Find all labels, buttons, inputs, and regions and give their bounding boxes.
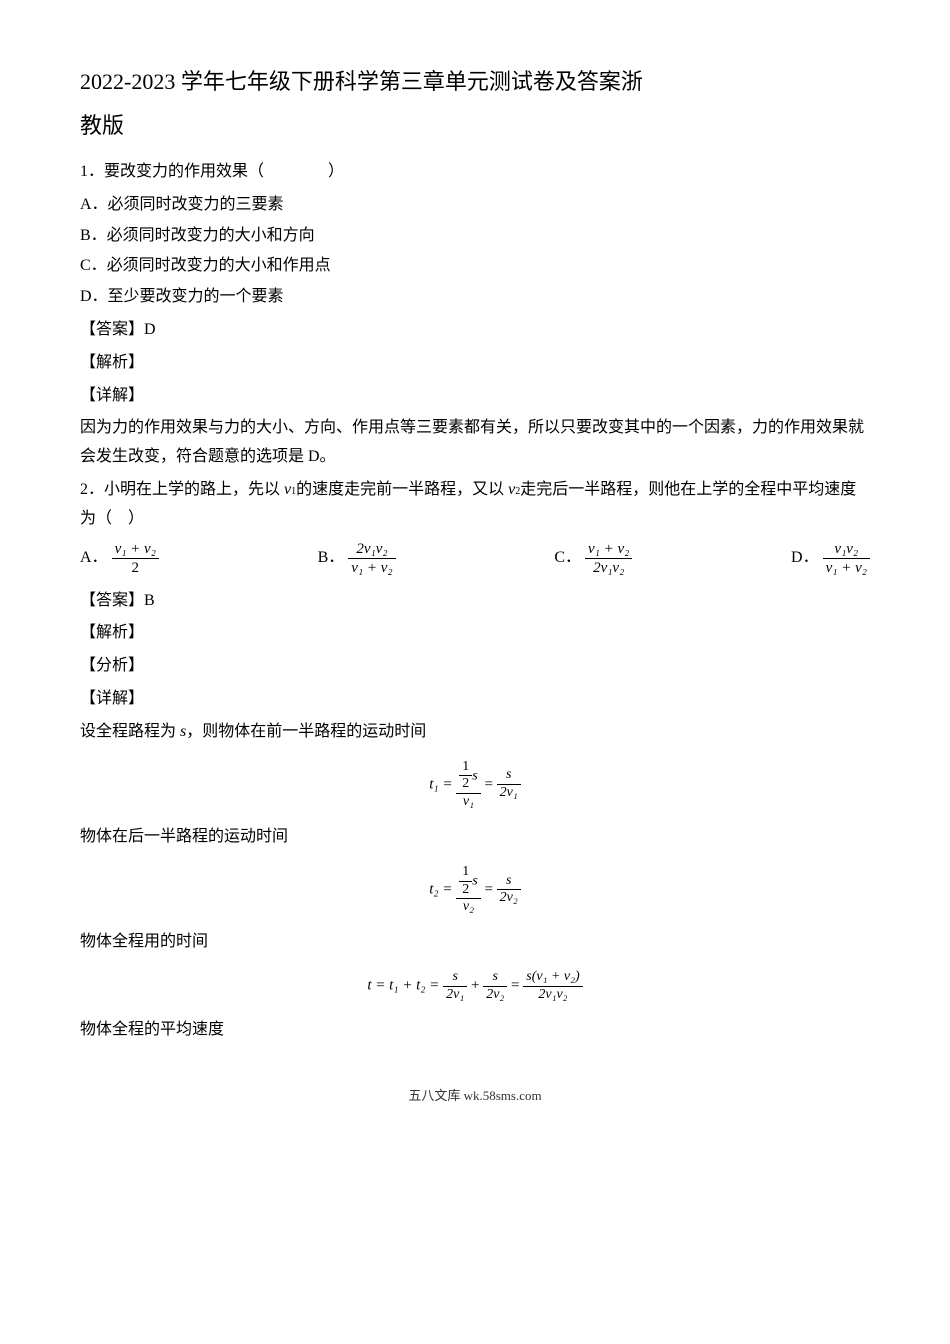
title-line-1: 2022-2023 学年七年级下册科学第三章单元测试卷及答案浙 bbox=[80, 69, 643, 94]
f3-frac3: s(v₁ + v₂) 2v₁v₂ bbox=[523, 969, 582, 1004]
q2-exp1-prefix: 设全程路程为 bbox=[80, 723, 180, 740]
q2-detail-label: 【详解】 bbox=[80, 685, 870, 714]
f2-frac1-num: 1 2 s bbox=[456, 864, 480, 900]
document-title: 2022-2023 学年七年级下册科学第三章单元测试卷及答案浙 教版 bbox=[80, 60, 870, 148]
f1-frac1-den: v₁ bbox=[456, 794, 480, 811]
q2-exp1-suffix: ，则物体在前一半路程的运动时间 bbox=[186, 723, 426, 740]
q1-option-b: B．必须同时改变力的大小和方向 bbox=[80, 222, 870, 251]
f1-frac1-num: 1 2 s bbox=[456, 759, 480, 795]
f1-frac2-den: 2v₁ bbox=[497, 785, 521, 802]
q2-option-d: D． v₁v₂ v₁ + v₂ bbox=[791, 540, 870, 577]
q2-option-b: B． 2v₁v₂ v₁ + v₂ bbox=[318, 540, 396, 577]
f1-frac2: s 2v₁ bbox=[497, 767, 521, 802]
q2-optA-label: A． bbox=[80, 544, 108, 573]
q2-optC-num: v₁ + v₂ bbox=[585, 540, 632, 559]
q2-optB-den: v₁ + v₂ bbox=[348, 559, 395, 577]
f2-frac1-den: v₂ bbox=[456, 899, 480, 916]
f3-frac1-num: s bbox=[443, 969, 467, 987]
f3-plus: + bbox=[471, 978, 479, 994]
q2-formula3: t = t₁ + t₂ = s 2v₁ + s 2v₂ = s(v₁ + v₂)… bbox=[80, 969, 870, 1004]
f3-eq: = bbox=[511, 978, 519, 994]
q2-answer: 【答案】B bbox=[80, 587, 870, 616]
f3-frac2: s 2v₂ bbox=[483, 969, 507, 1004]
f2-frac2-den: 2v₂ bbox=[497, 890, 521, 907]
q2-optD-den: v₁ + v₂ bbox=[823, 559, 870, 577]
q2-optD-label: D． bbox=[791, 544, 819, 573]
f2-lhs: t₂ = bbox=[429, 881, 452, 897]
q2-fenxi-label: 【分析】 bbox=[80, 652, 870, 681]
f1-eq: = bbox=[484, 776, 492, 792]
title-line-2: 教版 bbox=[80, 113, 124, 138]
f1-half: 1 2 bbox=[459, 759, 472, 794]
q2-stem-mid: 的速度走完前一半路程，又以 bbox=[296, 481, 508, 498]
f2-s: s bbox=[472, 873, 477, 888]
f3-frac3-den: 2v₁v₂ bbox=[523, 987, 582, 1004]
q1-option-a: A．必须同时改变力的三要素 bbox=[80, 191, 870, 220]
f2-half-num: 1 bbox=[459, 864, 472, 882]
q2-optD-frac: v₁v₂ v₁ + v₂ bbox=[823, 540, 870, 577]
q2-stem: 2．小明在上学的路上，先以 v1的速度走完前一半路程，又以 v2走完后一半路程，… bbox=[80, 476, 870, 534]
q2-optC-label: C． bbox=[554, 544, 581, 573]
f2-frac2: s 2v₂ bbox=[497, 873, 521, 908]
q2-optB-label: B． bbox=[318, 544, 345, 573]
f3-frac2-den: 2v₂ bbox=[483, 987, 507, 1004]
q2-optC-frac: v₁ + v₂ 2v₁v₂ bbox=[585, 540, 632, 577]
f2-half: 1 2 bbox=[459, 864, 472, 899]
q2-option-c: C． v₁ + v₂ 2v₁v₂ bbox=[554, 540, 632, 577]
q2-options: A． v₁ + v₂ 2 B． 2v₁v₂ v₁ + v₂ C． v₁ + v₂… bbox=[80, 540, 870, 577]
q1-answer: 【答案】D bbox=[80, 316, 870, 345]
q2-option-a: A． v₁ + v₂ 2 bbox=[80, 540, 159, 577]
q1-option-c: C．必须同时改变力的大小和作用点 bbox=[80, 252, 870, 281]
q2-stem-prefix: 2．小明在上学的路上，先以 bbox=[80, 481, 284, 498]
f1-half-num: 1 bbox=[459, 759, 472, 777]
f3-frac1-den: 2v₁ bbox=[443, 987, 467, 1004]
q2-optC-den: 2v₁v₂ bbox=[585, 559, 632, 577]
f2-frac1: 1 2 s v₂ bbox=[456, 864, 480, 916]
f2-frac2-num: s bbox=[497, 873, 521, 891]
q2-analysis-label: 【解析】 bbox=[80, 619, 870, 648]
q2-formula2: t₂ = 1 2 s v₂ = s 2v₂ bbox=[80, 864, 870, 916]
q1-analysis-label: 【解析】 bbox=[80, 349, 870, 378]
q2-optA-num: v₁ + v₂ bbox=[112, 540, 159, 559]
page-footer: 五八文库 wk.58sms.com bbox=[80, 1084, 870, 1107]
f1-frac1: 1 2 s v₁ bbox=[456, 759, 480, 811]
q2-optB-frac: 2v₁v₂ v₁ + v₂ bbox=[348, 540, 395, 577]
f1-half-den: 2 bbox=[459, 776, 472, 793]
q1-explanation: 因为力的作用效果与力的大小、方向、作用点等三要素都有关，所以只要改变其中的一个因… bbox=[80, 414, 870, 472]
q2-optD-num: v₁v₂ bbox=[823, 540, 870, 559]
f2-eq: = bbox=[484, 881, 492, 897]
q2-exp4: 物体全程的平均速度 bbox=[80, 1016, 870, 1045]
q2-optA-frac: v₁ + v₂ 2 bbox=[112, 540, 159, 577]
q2-formula1: t₁ = 1 2 s v₁ = s 2v₁ bbox=[80, 759, 870, 811]
q2-exp1: 设全程路程为 s，则物体在前一半路程的运动时间 bbox=[80, 718, 870, 747]
f1-lhs: t₁ = bbox=[429, 776, 452, 792]
q2-exp2: 物体在后一半路程的运动时间 bbox=[80, 823, 870, 852]
q2-optB-num: 2v₁v₂ bbox=[348, 540, 395, 559]
f3-frac3-num: s(v₁ + v₂) bbox=[523, 969, 582, 987]
f3-frac2-num: s bbox=[483, 969, 507, 987]
q2-optA-den: 2 bbox=[112, 559, 159, 577]
q2-exp3: 物体全程用的时间 bbox=[80, 928, 870, 957]
f3-frac1: s 2v₁ bbox=[443, 969, 467, 1004]
f1-frac2-num: s bbox=[497, 767, 521, 785]
f3-lhs: t = t₁ + t₂ = bbox=[367, 978, 439, 994]
f1-s: s bbox=[472, 768, 477, 783]
q1-option-d: D．至少要改变力的一个要素 bbox=[80, 283, 870, 312]
q1-stem: 1．要改变力的作用效果（ ） bbox=[80, 158, 870, 187]
f2-half-den: 2 bbox=[459, 882, 472, 899]
q1-detail-label: 【详解】 bbox=[80, 382, 870, 411]
